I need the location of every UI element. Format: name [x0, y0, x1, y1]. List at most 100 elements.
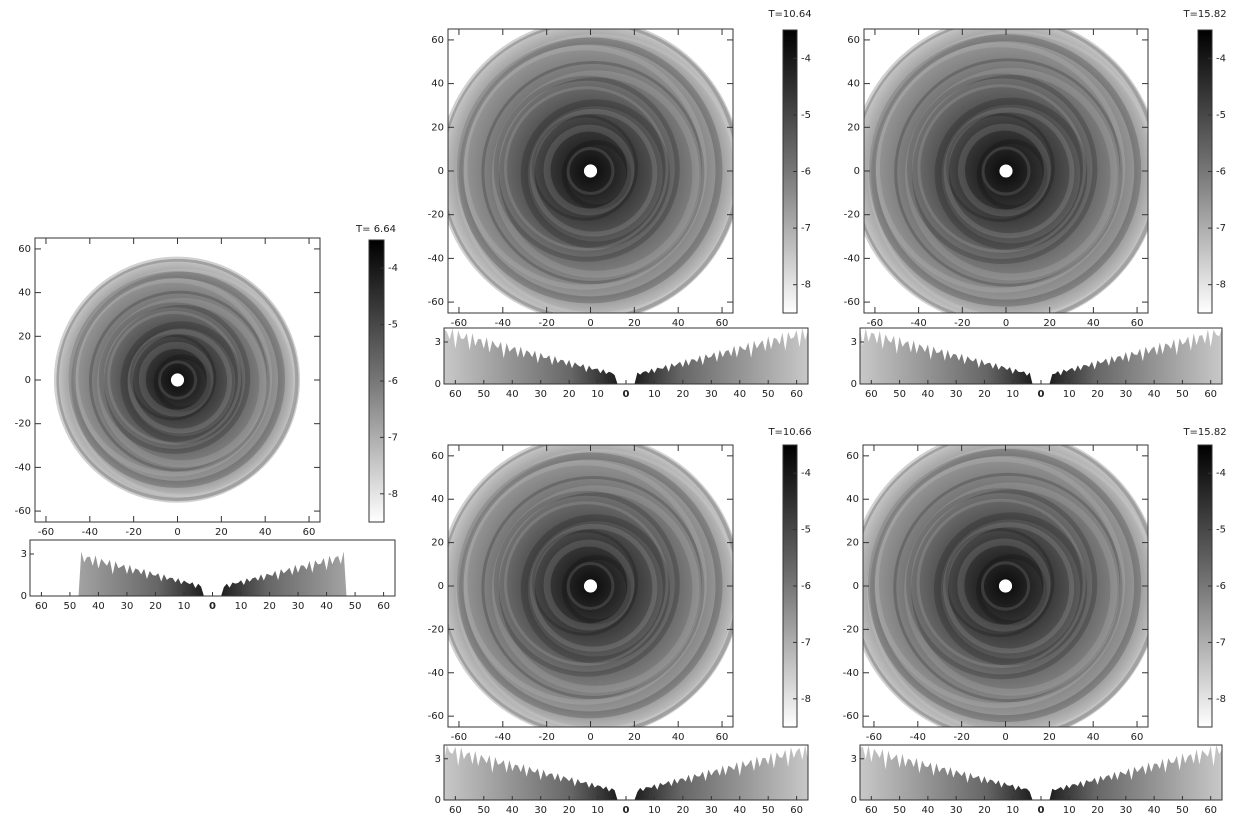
profile-shading [444, 328, 808, 384]
disk-image [448, 445, 733, 727]
x-tick-label: 60 [716, 318, 729, 329]
spiral-ring [873, 456, 1126, 709]
y-tick-label: 0 [25, 375, 31, 386]
y-tick-label: 0 [438, 166, 444, 177]
spiral-ring [481, 475, 705, 699]
spiral-ring [504, 501, 669, 666]
profile-x-tick-label: 40 [92, 601, 105, 612]
profile-shading [444, 745, 808, 800]
panel: -60 -40 -20 0 20 40 60 -60 -40 -20 0 20 40 60 -4 -5 -6 -7… [843, 427, 1227, 816]
x-tick-label: 20 [1043, 318, 1056, 329]
y-tick-label: 60 [431, 451, 444, 462]
y-tick-label: 40 [431, 79, 444, 90]
spiral-ring [917, 84, 1087, 253]
panel: -60 -40 -20 0 20 40 60 -60 -40 -20 0 20 40 60 -4 -5 -6 -7… [844, 9, 1227, 400]
y-tick-label: -60 [428, 711, 444, 722]
profile-x-tick-label: 50 [64, 601, 77, 612]
x-tick-label: -20 [125, 527, 141, 538]
x-tick-label: 40 [1087, 732, 1100, 743]
profile-x-tick-label: 10 [1006, 389, 1019, 400]
colorbar-tick-label: -8 [801, 280, 811, 291]
profile-x-tick-label: 40 [922, 389, 935, 400]
spiral-ring [868, 30, 1148, 313]
profile-x-tick-label: 60 [865, 389, 878, 400]
profile-shading [30, 551, 395, 596]
x-tick-label: -60 [38, 527, 54, 538]
y-tick-label: 20 [431, 538, 444, 549]
spiral-ring [942, 522, 1075, 654]
spiral-ring [491, 485, 700, 693]
x-tick-label: 20 [628, 732, 641, 743]
x-tick-label: 40 [1087, 318, 1100, 329]
colorbar-tick-label: -4 [801, 468, 811, 479]
spiral-ring [456, 37, 723, 304]
x-tick-label: 60 [716, 732, 729, 743]
central-hole [583, 164, 598, 178]
colorbar-tick-label: -8 [1216, 694, 1226, 705]
y-tick-label: -60 [843, 711, 859, 722]
spiral-ring [906, 488, 1098, 680]
y-tick-label: 20 [846, 538, 859, 549]
colorbar-tick-label: -4 [1216, 468, 1226, 479]
spiral-ring [566, 562, 615, 610]
x-tick-label: 40 [672, 318, 685, 329]
colorbar-tick-label: -6 [1216, 581, 1226, 592]
profile-x-tick-label: 50 [1176, 389, 1189, 400]
x-tick-label: -40 [910, 318, 926, 329]
profile-x-tick-label: 30 [534, 805, 547, 816]
x-tick-label: -40 [495, 318, 511, 329]
x-tick-label: 20 [215, 527, 228, 538]
profile-y-tick-label: 3 [851, 337, 857, 348]
x-tick-label: 0 [174, 527, 180, 538]
profile-x-tick-label: 60 [449, 805, 462, 816]
profile-x-tick-label: 0 [623, 389, 630, 400]
profile-x-tick-label: 30 [1119, 389, 1132, 400]
colorbar-tick-label: -6 [801, 581, 811, 592]
profile-x-tick-label: 50 [477, 805, 490, 816]
profile-y-tick-label: 3 [21, 549, 27, 560]
y-tick-label: -20 [428, 624, 444, 635]
x-tick-label: 40 [672, 732, 685, 743]
x-tick-label: 40 [259, 527, 272, 538]
spiral-ring [934, 97, 1088, 251]
profile-y-tick-label: 0 [851, 795, 857, 806]
x-tick-label: -20 [954, 318, 970, 329]
spiral-ring [894, 58, 1123, 287]
spiral-ring [157, 360, 198, 400]
spiral-ring [504, 86, 669, 251]
profile-x-tick-label: 10 [1006, 805, 1019, 816]
x-tick-label: -60 [451, 318, 467, 329]
panel-title: T= 6.64 [355, 224, 396, 235]
profile-x-tick-label: 60 [449, 389, 462, 400]
profile-x-tick-label: 40 [320, 601, 333, 612]
y-tick-label: -20 [844, 210, 860, 221]
colorbar-tick-label: -6 [1216, 167, 1226, 178]
y-tick-label: 40 [846, 494, 859, 505]
profile-x-tick-label: 10 [1063, 805, 1076, 816]
spiral-ring [543, 124, 635, 216]
y-tick-label: 60 [431, 35, 444, 46]
profile-y-tick-label: 0 [21, 591, 27, 602]
profile-x-tick-label: 20 [978, 805, 991, 816]
spiral-ring [53, 256, 300, 503]
profile-x-tick-label: 40 [1148, 805, 1161, 816]
profile-x-tick-label: 60 [790, 389, 803, 400]
colorbar-tick-label: -7 [801, 223, 811, 234]
profile-y-tick-label: 3 [851, 754, 857, 765]
x-tick-label: -60 [451, 732, 467, 743]
central-hole [999, 164, 1013, 178]
spiral-ring [493, 490, 680, 677]
profile-x-tick-label: 40 [733, 805, 746, 816]
profile-x-tick-label: 30 [705, 389, 718, 400]
spiral-ring [868, 34, 1142, 307]
disk-image [448, 29, 733, 313]
profile-x-tick-label: 50 [893, 805, 906, 816]
profile-x-tick-label: 50 [762, 389, 775, 400]
y-tick-label: -40 [428, 668, 444, 679]
panel: -60 -40 -20 0 20 40 60 -60 -40 -20 0 20 40 60 -4 -5 -6 -7… [428, 9, 812, 400]
profile-x-tick-label: 20 [1091, 389, 1104, 400]
spiral-ring [933, 512, 1088, 666]
y-tick-label: 40 [431, 494, 444, 505]
profile-x-tick-label: 0 [1038, 389, 1045, 400]
